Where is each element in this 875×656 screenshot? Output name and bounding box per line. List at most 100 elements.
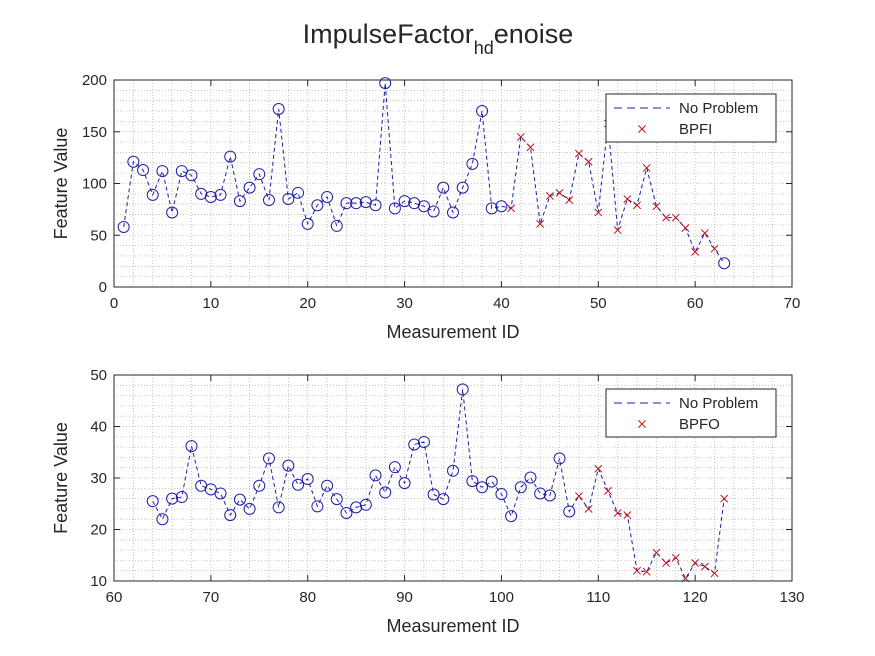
data-point-no-problem [321,479,334,492]
data-point-bpfi [574,149,583,158]
data-point-bpfi [584,157,593,166]
series-line-no-problem [123,83,725,264]
data-point-no-problem [417,200,430,213]
legend-marker-sample [638,125,646,133]
data-point-no-problem [137,164,150,177]
data-point-bpfo [604,486,612,495]
data-point-no-problem [117,220,130,233]
data-point-no-problem [437,493,450,506]
data-point-no-problem [563,505,576,518]
x-axis-label: Measurement ID [386,616,519,636]
data-point-bpfo [613,509,622,517]
data-point-no-problem [146,495,159,508]
data-point-no-problem [524,471,537,484]
legend-marker-sample [638,420,646,428]
data-point-no-problem [301,217,314,230]
data-point-no-problem [146,188,159,201]
x-tick-label: 110 [586,589,610,606]
data-point-no-problem [398,477,411,490]
data-point-no-problem [456,181,469,194]
x-tick-label: 60 [687,295,704,312]
data-point-no-problem [156,165,169,178]
data-point-no-problem [417,435,430,448]
data-point-no-problem [224,150,237,163]
data-point-bpfo [652,548,661,557]
data-point-no-problem [156,513,169,526]
data-point-no-problem [476,105,489,118]
data-point-bpfo [623,511,632,520]
x-tick-label: 80 [299,589,316,606]
data-point-no-problem [553,452,566,465]
data-point-no-problem [466,475,479,488]
data-point-bpfi [623,195,632,203]
title-main: ImpulseFactor [303,19,474,49]
data-point-no-problem [485,475,498,488]
data-point-bpfi [565,196,574,205]
data-point-no-problem [233,195,246,208]
data-point-bpfo [642,567,651,576]
y-tick-label: 50 [90,367,107,384]
data-point-no-problem [127,155,140,168]
data-point-bpfi [642,164,651,172]
data-point-no-problem [485,202,498,215]
data-point-no-problem [243,502,256,515]
data-point-no-problem [175,491,188,504]
data-point-no-problem [185,169,198,182]
data-point-no-problem [379,486,392,499]
data-point-no-problem [369,469,382,482]
data-point-bpfo [700,562,709,571]
data-point-bpfo [574,492,583,500]
data-point-no-problem [224,509,237,522]
data-point-bpfo [584,504,593,513]
data-point-bpfo [710,569,719,578]
data-point-no-problem [204,190,217,203]
data-point-no-problem [437,181,450,194]
x-tick-label: 60 [106,589,123,606]
data-point-bpfi [662,213,671,222]
data-point-bpfi [507,204,516,213]
data-point-no-problem [301,473,314,486]
y-tick-label: 200 [82,72,107,89]
data-point-no-problem [292,478,305,491]
x-tick-label: 130 [779,589,804,606]
x-tick-label: 50 [590,295,607,312]
x-tick-label: 10 [203,295,220,312]
data-point-no-problem [369,199,382,212]
data-point-bpfi [594,208,603,217]
data-point-bpfi [536,219,545,228]
legend-label-bpfo: BPFO [679,416,720,433]
x-tick-label: 20 [299,295,316,312]
data-point-no-problem [282,193,295,206]
x-tick-label: 70 [784,295,801,312]
y-tick-label: 20 [90,522,107,539]
data-point-no-problem [543,489,556,502]
data-point-no-problem [466,157,479,170]
data-point-no-problem [427,488,440,501]
y-tick-label: 100 [82,176,107,193]
data-point-no-problem [340,197,353,210]
data-point-bpfi [545,191,554,200]
legend-box [605,93,777,143]
data-point-no-problem [514,481,527,494]
series-line-no-problem [152,389,725,580]
data-point-bpfi [613,226,622,235]
title-subscript: hd [474,38,494,58]
data-point-no-problem [330,219,343,232]
x-tick-label: 100 [489,589,514,606]
data-point-no-problem [718,257,731,270]
x-axis-label: Measurement ID [386,322,519,342]
data-point-no-problem [447,464,459,477]
data-point-no-problem [350,501,363,514]
data-point-no-problem [427,205,440,218]
data-point-no-problem [214,487,227,500]
data-point-no-problem [243,181,256,194]
data-point-no-problem [272,102,285,115]
data-point-no-problem [166,492,179,505]
data-point-bpfo [662,559,671,567]
data-point-no-problem [340,507,353,520]
bottom-panel: 60 70 80 90 100 110 120 130 10 20 30 40 50 Measuremen… [51,367,805,636]
y-tick-label: 0 [99,279,107,296]
data-point-bpfi [710,244,719,253]
data-point-no-problem [456,383,469,396]
data-point-bpfi [516,132,525,141]
